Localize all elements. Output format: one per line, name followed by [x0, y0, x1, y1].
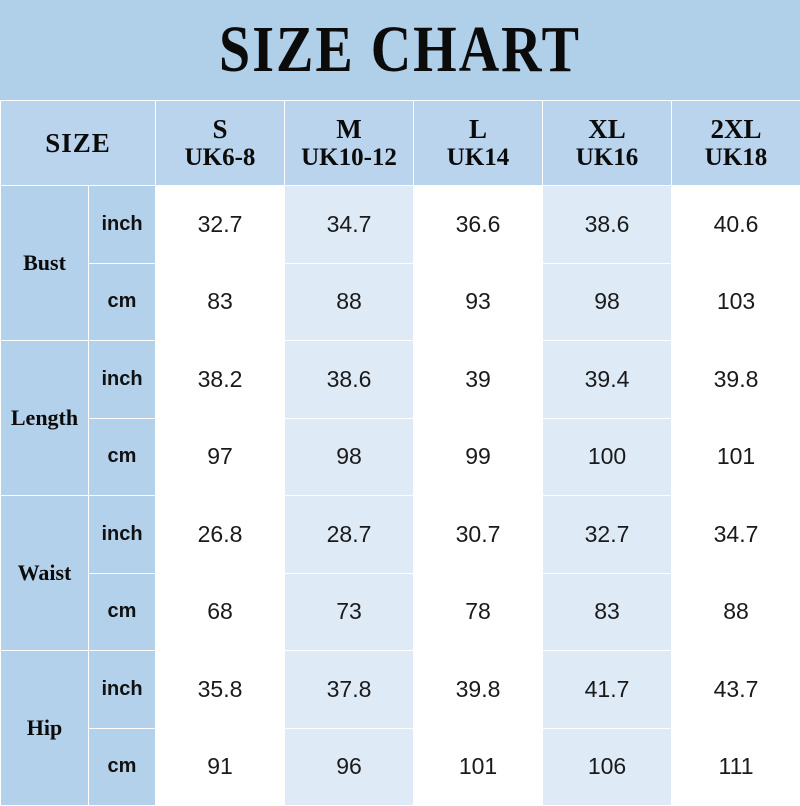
unit-label-inch: inch: [89, 186, 156, 264]
cell-hip-cm-2xl: 111: [672, 728, 800, 806]
cell-bust-cm-l: 93: [414, 263, 543, 341]
header-abbr-l: L: [414, 114, 542, 144]
cell-bust-inch-s: 32.7: [156, 186, 285, 264]
table-row: cm 68 73 78 83 88: [1, 573, 800, 651]
cell-waist-inch-l: 30.7: [414, 496, 543, 574]
table-row: cm 91 96 101 106 111: [1, 728, 800, 806]
measurement-label-bust: Bust: [1, 186, 89, 341]
unit-label-cm: cm: [89, 418, 156, 496]
header-column-m: M UK10-12: [285, 101, 414, 186]
cell-bust-cm-m: 88: [285, 263, 414, 341]
cell-length-inch-xl: 39.4: [543, 341, 672, 419]
header-uk-l: UK14: [414, 144, 542, 172]
cell-length-cm-s: 97: [156, 418, 285, 496]
table-body: Bust inch 32.7 34.7 36.6 38.6 40.6 cm 83…: [1, 186, 800, 806]
size-chart-table: SIZE S UK6-8 M UK10-12 L UK14 XL UK16: [0, 100, 800, 806]
table-header-row: SIZE S UK6-8 M UK10-12 L UK14 XL UK16: [1, 101, 800, 186]
cell-hip-cm-m: 96: [285, 728, 414, 806]
cell-bust-inch-l: 36.6: [414, 186, 543, 264]
cell-length-cm-l: 99: [414, 418, 543, 496]
header-abbr-2xl: 2XL: [672, 114, 800, 144]
cell-bust-cm-s: 83: [156, 263, 285, 341]
header-uk-s: UK6-8: [156, 144, 284, 172]
cell-waist-inch-2xl: 34.7: [672, 496, 800, 574]
header-column-l: L UK14: [414, 101, 543, 186]
cell-hip-cm-xl: 106: [543, 728, 672, 806]
title-band: SIZE CHART: [0, 0, 800, 100]
cell-hip-inch-xl: 41.7: [543, 651, 672, 729]
unit-label-inch: inch: [89, 496, 156, 574]
cell-length-inch-l: 39: [414, 341, 543, 419]
table-row: Waist inch 26.8 28.7 30.7 32.7 34.7: [1, 496, 800, 574]
cell-bust-inch-xl: 38.6: [543, 186, 672, 264]
cell-waist-cm-l: 78: [414, 573, 543, 651]
unit-label-cm: cm: [89, 573, 156, 651]
cell-waist-inch-xl: 32.7: [543, 496, 672, 574]
header-abbr-xl: XL: [543, 114, 671, 144]
cell-length-inch-m: 38.6: [285, 341, 414, 419]
table-row: cm 83 88 93 98 103: [1, 263, 800, 341]
cell-hip-inch-s: 35.8: [156, 651, 285, 729]
unit-label-cm: cm: [89, 728, 156, 806]
cell-waist-cm-xl: 83: [543, 573, 672, 651]
cell-waist-cm-s: 68: [156, 573, 285, 651]
unit-label-cm: cm: [89, 263, 156, 341]
unit-label-inch: inch: [89, 651, 156, 729]
cell-bust-inch-m: 34.7: [285, 186, 414, 264]
table-row: cm 97 98 99 100 101: [1, 418, 800, 496]
header-abbr-m: M: [285, 114, 413, 144]
table-row: Length inch 38.2 38.6 39 39.4 39.8: [1, 341, 800, 419]
cell-length-cm-m: 98: [285, 418, 414, 496]
header-uk-2xl: UK18: [672, 144, 800, 172]
cell-hip-inch-2xl: 43.7: [672, 651, 800, 729]
cell-waist-cm-2xl: 88: [672, 573, 800, 651]
measurement-label-waist: Waist: [1, 496, 89, 651]
cell-waist-cm-m: 73: [285, 573, 414, 651]
cell-hip-inch-m: 37.8: [285, 651, 414, 729]
cell-length-inch-2xl: 39.8: [672, 341, 800, 419]
header-abbr-s: S: [156, 114, 284, 144]
header-uk-m: UK10-12: [285, 144, 413, 172]
measurement-label-hip: Hip: [1, 651, 89, 806]
cell-hip-inch-l: 39.8: [414, 651, 543, 729]
header-column-2xl: 2XL UK18: [672, 101, 800, 186]
cell-bust-cm-2xl: 103: [672, 263, 800, 341]
cell-hip-cm-l: 101: [414, 728, 543, 806]
cell-length-cm-2xl: 101: [672, 418, 800, 496]
measurement-label-length: Length: [1, 341, 89, 496]
header-column-xl: XL UK16: [543, 101, 672, 186]
cell-waist-inch-m: 28.7: [285, 496, 414, 574]
header-size-label: SIZE: [1, 101, 156, 186]
unit-label-inch: inch: [89, 341, 156, 419]
cell-length-inch-s: 38.2: [156, 341, 285, 419]
cell-bust-inch-2xl: 40.6: [672, 186, 800, 264]
table-row: Bust inch 32.7 34.7 36.6 38.6 40.6: [1, 186, 800, 264]
cell-length-cm-xl: 100: [543, 418, 672, 496]
header-uk-xl: UK16: [543, 144, 671, 172]
page-title: SIZE CHART: [219, 17, 581, 83]
cell-bust-cm-xl: 98: [543, 263, 672, 341]
cell-hip-cm-s: 91: [156, 728, 285, 806]
cell-waist-inch-s: 26.8: [156, 496, 285, 574]
header-column-s: S UK6-8: [156, 101, 285, 186]
table-row: Hip inch 35.8 37.8 39.8 41.7 43.7: [1, 651, 800, 729]
